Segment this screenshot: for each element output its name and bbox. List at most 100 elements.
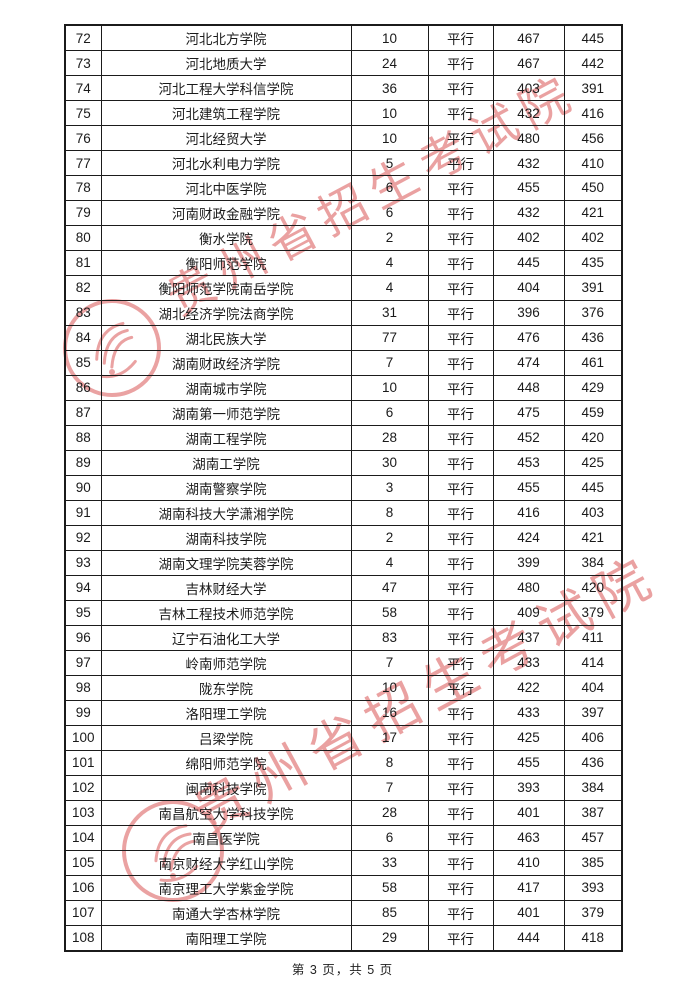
cell-score1: 445 [492, 249, 565, 276]
cell-num: 74 [64, 75, 102, 102]
cell-score2: 445 [563, 474, 623, 501]
cell-mode: 平行 [427, 849, 494, 876]
table-row: 98 陇东学院 10 平行 422 404 [64, 674, 623, 701]
cell-score1: 409 [492, 599, 565, 626]
cell-name: 衡水学院 [100, 224, 352, 251]
cell-mode: 平行 [427, 649, 494, 676]
cell-plan: 28 [350, 799, 429, 826]
cell-plan: 2 [350, 224, 429, 251]
cell-name: 湖南文理学院芙蓉学院 [100, 549, 352, 576]
cell-score2: 420 [563, 574, 623, 601]
cell-score1: 467 [492, 50, 565, 77]
cell-name: 吉林财经大学 [100, 574, 352, 601]
table-row: 94 吉林财经大学 47 平行 480 420 [64, 574, 623, 601]
cell-num: 84 [64, 324, 102, 351]
cell-score1: 399 [492, 549, 565, 576]
cell-score2: 436 [563, 749, 623, 776]
cell-num: 77 [64, 150, 102, 176]
cell-num: 92 [64, 524, 102, 551]
cell-mode: 平行 [427, 249, 494, 276]
cell-mode: 平行 [427, 774, 494, 801]
cell-score1: 402 [492, 224, 565, 251]
table-row: 101 绵阳师范学院 8 平行 455 436 [64, 749, 623, 776]
table-row: 84 湖北民族大学 77 平行 476 436 [64, 324, 623, 351]
cell-score2: 404 [563, 674, 623, 701]
cell-num: 85 [64, 349, 102, 376]
cell-score2: 384 [563, 549, 623, 576]
cell-num: 73 [64, 50, 102, 77]
cell-score2: 450 [563, 175, 623, 201]
table-row: 100 吕梁学院 17 平行 425 406 [64, 724, 623, 751]
cell-plan: 4 [350, 249, 429, 276]
cell-mode: 平行 [427, 349, 494, 376]
cell-score1: 476 [492, 324, 565, 351]
cell-score2: 429 [563, 374, 623, 401]
table-row: 95 吉林工程技术师范学院 58 平行 409 379 [64, 599, 623, 626]
cell-score2: 456 [563, 125, 623, 152]
cell-plan: 58 [350, 599, 429, 626]
cell-name: 河北北方学院 [100, 24, 352, 52]
cell-num: 97 [64, 649, 102, 676]
table-row: 77 河北水利电力学院 5 平行 432 410 [64, 150, 623, 176]
cell-num: 75 [64, 100, 102, 127]
cell-score1: 463 [492, 824, 565, 851]
cell-score2: 391 [563, 75, 623, 102]
cell-score2: 425 [563, 449, 623, 476]
cell-plan: 8 [350, 499, 429, 526]
cell-score2: 421 [563, 199, 623, 226]
cell-mode: 平行 [427, 424, 494, 451]
cell-score1: 396 [492, 299, 565, 326]
cell-name: 湖南财政经济学院 [100, 349, 352, 376]
cell-plan: 5 [350, 150, 429, 176]
cell-plan: 30 [350, 449, 429, 476]
table-row: 92 湖南科技学院 2 平行 424 421 [64, 524, 623, 551]
cell-plan: 8 [350, 749, 429, 776]
cell-score1: 467 [492, 24, 565, 52]
table-row: 76 河北经贸大学 10 平行 480 456 [64, 125, 623, 152]
table-row: 82 衡阳师范学院南岳学院 4 平行 404 391 [64, 274, 623, 301]
cell-score2: 416 [563, 100, 623, 127]
cell-score2: 379 [563, 899, 623, 926]
cell-plan: 4 [350, 549, 429, 576]
cell-num: 90 [64, 474, 102, 501]
cell-name: 南通大学杏林学院 [100, 899, 352, 926]
cell-score2: 445 [563, 24, 623, 52]
cell-mode: 平行 [427, 624, 494, 651]
table-row: 102 闽南科技学院 7 平行 393 384 [64, 774, 623, 801]
cell-name: 衡阳师范学院 [100, 249, 352, 276]
cell-plan: 2 [350, 524, 429, 551]
cell-mode: 平行 [427, 899, 494, 926]
cell-mode: 平行 [427, 699, 494, 726]
cell-name: 河北水利电力学院 [100, 150, 352, 176]
cell-num: 86 [64, 374, 102, 401]
cell-plan: 6 [350, 175, 429, 201]
cell-score1: 437 [492, 624, 565, 651]
cell-score2: 387 [563, 799, 623, 826]
table-row: 88 湖南工程学院 28 平行 452 420 [64, 424, 623, 451]
cell-name: 河北工程大学科信学院 [100, 75, 352, 102]
cell-name: 湖南科技学院 [100, 524, 352, 551]
table-row: 99 洛阳理工学院 16 平行 433 397 [64, 699, 623, 726]
cell-score1: 474 [492, 349, 565, 376]
cell-score1: 424 [492, 524, 565, 551]
cell-mode: 平行 [427, 799, 494, 826]
cell-num: 103 [64, 799, 102, 826]
cell-score1: 480 [492, 125, 565, 152]
cell-mode: 平行 [427, 924, 494, 952]
cell-num: 108 [64, 924, 102, 952]
table-row: 106 南京理工大学紫金学院 58 平行 417 393 [64, 874, 623, 901]
cell-num: 107 [64, 899, 102, 926]
table-body: 72 河北北方学院 10 平行 467 445 73 河北地质大学 24 平行 467 442 74 河北… [64, 24, 623, 952]
cell-name: 河北建筑工程学院 [100, 100, 352, 127]
cell-name: 湖南城市学院 [100, 374, 352, 401]
cell-mode: 平行 [427, 50, 494, 77]
table-row: 87 湖南第一师范学院 6 平行 475 459 [64, 399, 623, 426]
cell-mode: 平行 [427, 674, 494, 701]
table-row: 73 河北地质大学 24 平行 467 442 [64, 50, 623, 77]
cell-num: 88 [64, 424, 102, 451]
cell-score2: 384 [563, 774, 623, 801]
cell-plan: 47 [350, 574, 429, 601]
cell-score1: 444 [492, 924, 565, 952]
table-row: 78 河北中医学院 6 平行 455 450 [64, 175, 623, 201]
cell-num: 106 [64, 874, 102, 901]
